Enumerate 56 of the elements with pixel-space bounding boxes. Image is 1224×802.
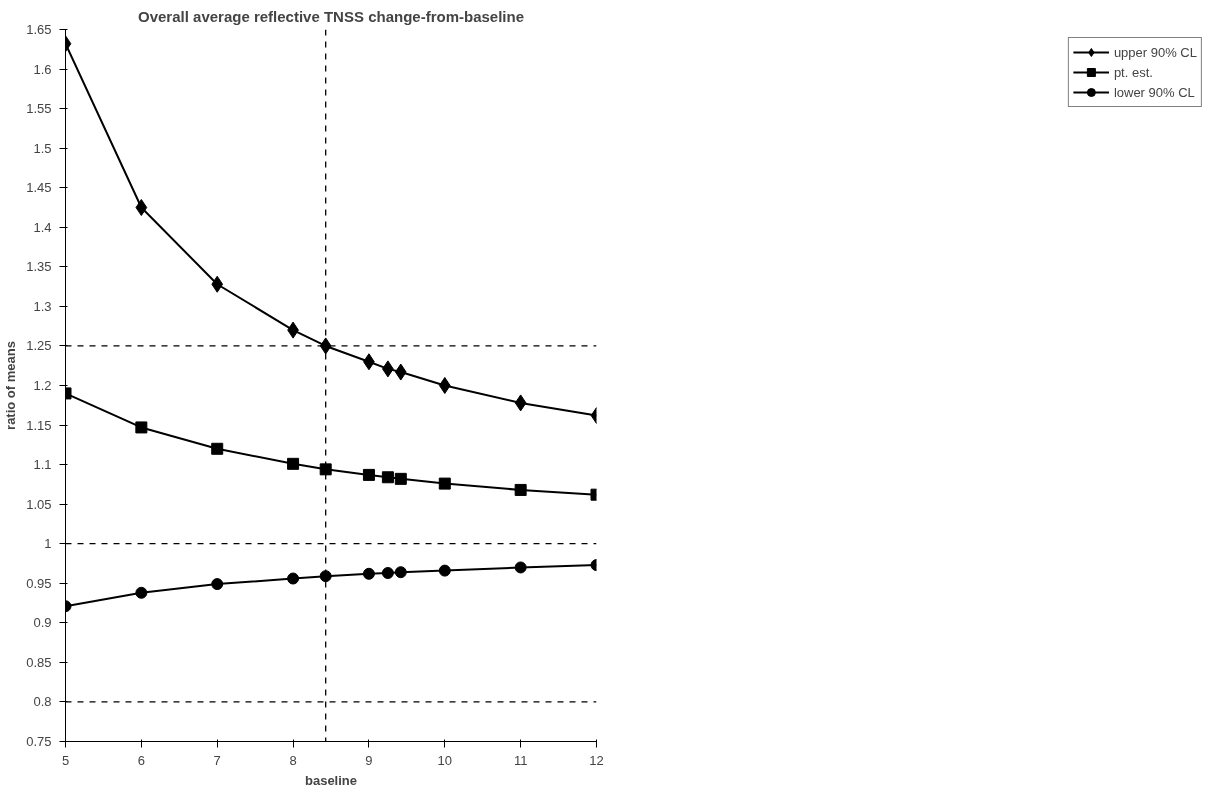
y-tick-label: 1.6	[33, 61, 52, 77]
legend-label: pt. est.	[1113, 64, 1153, 80]
point	[438, 564, 451, 577]
point	[362, 468, 375, 481]
y-tick-label: 1.15	[26, 417, 52, 433]
point	[394, 566, 407, 579]
y-tick-label: 0.95	[26, 575, 52, 591]
point	[438, 477, 451, 490]
y-tick-label: 1.55	[26, 101, 52, 117]
y-tick-label: 1.1	[33, 457, 52, 473]
x-tick-label: 7	[213, 752, 221, 768]
y-tick-label: 1.45	[26, 180, 52, 196]
point	[514, 394, 527, 412]
y-tick-label: 1.35	[26, 259, 52, 275]
point	[438, 377, 451, 394]
y-tick-label: 1.4	[33, 219, 52, 235]
y-tick-label: 0.9	[33, 615, 52, 631]
y-tick-label: 1.2	[33, 378, 52, 393]
legend-label: lower 90% CL	[1113, 84, 1195, 100]
point	[394, 363, 407, 381]
y-axis-title: ratio of means	[3, 341, 19, 430]
point	[287, 457, 300, 470]
x-tick-label: 12	[589, 752, 604, 768]
x-tick-label: 8	[289, 752, 297, 768]
point	[362, 567, 375, 580]
y-tick-label: 1.65	[26, 22, 52, 37]
x-tick-label: 9	[365, 752, 373, 768]
point	[211, 275, 224, 293]
x-tick-label: 10	[437, 752, 453, 768]
point	[211, 442, 224, 455]
point	[381, 471, 394, 484]
point	[135, 586, 148, 599]
y-tick-label: 1.5	[33, 140, 52, 156]
y-tick-label: 1.05	[26, 496, 52, 512]
x-axis-title: baseline	[304, 772, 358, 788]
x-tick-label: 11	[513, 752, 528, 768]
point	[211, 578, 224, 591]
point	[287, 572, 300, 585]
x-tick-label: 6	[137, 752, 145, 768]
point	[514, 483, 527, 496]
chart-title: Overall average reflective TNSS change-from-baseline	[138, 7, 524, 25]
point	[394, 472, 407, 485]
y-tick-label: 0.85	[26, 654, 52, 670]
point	[135, 421, 148, 434]
y-tick-label: 0.8	[33, 694, 52, 710]
y-tick-label: 1.25	[26, 338, 52, 354]
legend-label: upper 90% CL	[1113, 44, 1197, 60]
point	[381, 567, 394, 579]
y-tick-label: 1	[44, 536, 52, 552]
x-tick-label: 5	[61, 752, 70, 768]
point	[135, 199, 148, 216]
point	[319, 463, 332, 476]
y-tick-label: 1.3	[33, 298, 52, 314]
y-tick-label: 0.75	[26, 734, 52, 749]
point	[319, 570, 332, 583]
point	[514, 561, 527, 574]
